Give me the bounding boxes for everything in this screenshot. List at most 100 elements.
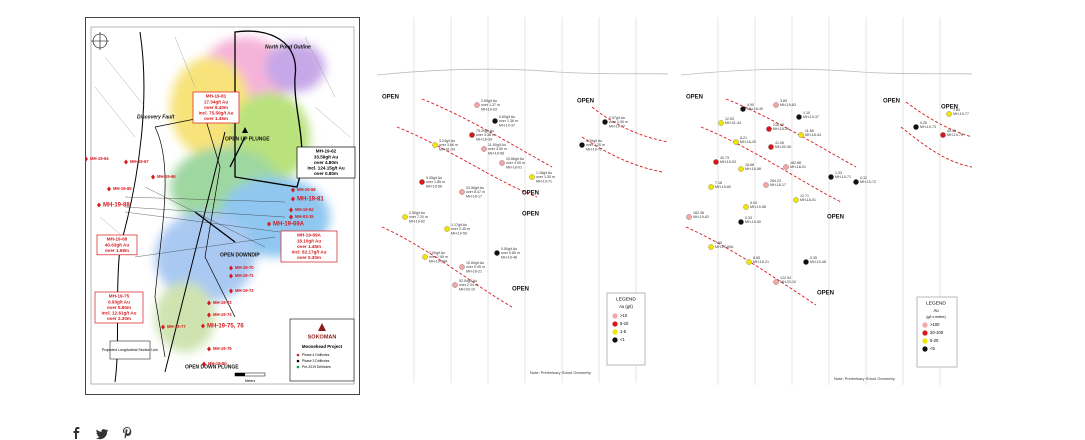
legend-subtitle: Au (g/t) bbox=[619, 304, 633, 309]
intercept-label: MH-19-73 bbox=[920, 125, 936, 129]
legend-label: Phase 3 Drillholes bbox=[302, 359, 330, 363]
intercept-label: 0.33 bbox=[745, 216, 752, 220]
legend-swatch bbox=[922, 330, 928, 336]
callout-box bbox=[296, 146, 356, 179]
intercept-label: MH-19-37 bbox=[499, 123, 515, 127]
intercept-label: 8.65 bbox=[753, 256, 760, 260]
hole-marker bbox=[107, 186, 111, 192]
hole-marker bbox=[97, 202, 101, 208]
intercept-label: over 8.47 m bbox=[466, 190, 485, 194]
legend-box bbox=[606, 292, 646, 366]
arrow-dip bbox=[194, 211, 236, 243]
intercept-label: 40.73 bbox=[720, 156, 729, 160]
intercept bbox=[481, 146, 487, 152]
intercept-label: 0.97g/t Au bbox=[609, 116, 625, 120]
callout-line: MH-19-69A bbox=[297, 233, 321, 238]
hole-label: MH-19-74 bbox=[213, 312, 232, 317]
pinterest-icon[interactable] bbox=[123, 427, 132, 439]
callout-box bbox=[96, 234, 138, 256]
intercept-label: over 1.37 m bbox=[481, 103, 500, 107]
legend-label: >100 bbox=[930, 322, 940, 327]
callout-box bbox=[192, 91, 240, 124]
hole-marker bbox=[202, 361, 206, 367]
callout-line: over 2.30m bbox=[107, 316, 131, 321]
section-line bbox=[164, 131, 226, 373]
hole-marker bbox=[291, 196, 295, 202]
intercept-label: MH-18-21 bbox=[466, 269, 482, 273]
legend-box bbox=[916, 296, 958, 368]
hole-marker bbox=[289, 214, 293, 220]
shoot-outlines bbox=[381, 98, 668, 308]
callout-line: over 8.40m bbox=[204, 105, 228, 110]
intercept-label: MH-02-06 bbox=[775, 145, 791, 149]
callout-line: over 0.80m bbox=[314, 171, 338, 176]
intercept-label: over 2.34 m bbox=[459, 283, 478, 287]
intercept bbox=[494, 250, 500, 256]
intercept-label: 7.84 bbox=[953, 108, 960, 112]
intercept-label: 7.95 bbox=[715, 241, 722, 245]
legend-label: 20-100 bbox=[930, 330, 944, 335]
intercept-label: MH-03-10 bbox=[459, 287, 475, 291]
share-bar bbox=[73, 427, 132, 440]
legend-swatch bbox=[612, 321, 618, 327]
legend-unit: (g/t x metre) bbox=[926, 315, 945, 319]
intercept bbox=[452, 282, 458, 288]
legend-project: Moosehead Project bbox=[302, 344, 343, 349]
note: Note: Preliminary Shoot Geometry bbox=[530, 370, 591, 375]
intercept-label: MH-19-56 bbox=[426, 184, 442, 188]
intercept-label: MH-18-01 bbox=[800, 198, 816, 202]
hole-label: MH-19-72 bbox=[235, 288, 254, 293]
fault-label: Discovery Fault bbox=[137, 114, 175, 120]
hole-label: MH-19-80 bbox=[208, 361, 227, 366]
intercept-label: MH-19-48 bbox=[501, 255, 517, 259]
intercept-label: 122.94 bbox=[780, 276, 791, 280]
intercept bbox=[773, 279, 779, 285]
callout-line: MH-19-62 bbox=[316, 149, 337, 154]
intercept bbox=[746, 259, 752, 265]
intercept-label: MH-19-72 bbox=[586, 147, 602, 151]
intercept-label: 284.23 bbox=[770, 179, 781, 183]
hole-label: MH-19-73 bbox=[213, 300, 232, 305]
intercept-label: 182.88 bbox=[790, 161, 801, 165]
drill-traces bbox=[124, 186, 286, 258]
intercept-label: MH-18-17 bbox=[466, 194, 482, 198]
intercept bbox=[803, 259, 809, 265]
intercept-label: 1.17g/t Au bbox=[451, 223, 467, 227]
intercept-label: 0.35 bbox=[810, 256, 817, 260]
intercept-label: MH-19-71 bbox=[536, 179, 552, 183]
hole-label: MH-19-62 bbox=[295, 207, 314, 212]
callout-line: MH-19-81 bbox=[206, 94, 227, 99]
intercept bbox=[459, 264, 465, 270]
legend-title: LEGEND bbox=[616, 296, 636, 302]
intercept bbox=[733, 139, 739, 145]
arrow-label: OPEN DOWNDIP bbox=[220, 252, 260, 258]
callout-line: over 0.30m bbox=[297, 255, 321, 260]
intercept bbox=[474, 102, 480, 108]
intercept bbox=[529, 174, 535, 180]
intercept-label: 5.04 bbox=[750, 201, 757, 205]
callout-line: MH-19-75 bbox=[109, 294, 130, 299]
intercept-label: over 0.95 m bbox=[466, 265, 485, 269]
facebook-icon[interactable] bbox=[73, 427, 80, 439]
intercept-label: MH-19-72 bbox=[860, 180, 876, 184]
twitter-icon[interactable] bbox=[95, 429, 109, 440]
intercept bbox=[469, 132, 475, 138]
north-arrow-cross bbox=[91, 32, 109, 50]
geology-contact bbox=[154, 116, 236, 358]
intercept bbox=[579, 142, 585, 148]
legend-swatch bbox=[296, 353, 300, 357]
legend-swatch bbox=[612, 313, 618, 319]
callout-box bbox=[280, 230, 338, 263]
callout-line: incl. 75.50g/t Au bbox=[199, 111, 234, 116]
legend-swatch bbox=[922, 322, 928, 328]
open-label: OPEN bbox=[883, 99, 900, 105]
hole-marker bbox=[161, 324, 165, 330]
intercept-label: 7.18 bbox=[715, 181, 722, 185]
legend-swatch bbox=[296, 359, 300, 363]
legend-label: >10 bbox=[620, 313, 628, 318]
hole-marker bbox=[207, 300, 211, 306]
hole-label: MH-03-15 bbox=[295, 214, 314, 219]
intercept bbox=[738, 166, 744, 172]
